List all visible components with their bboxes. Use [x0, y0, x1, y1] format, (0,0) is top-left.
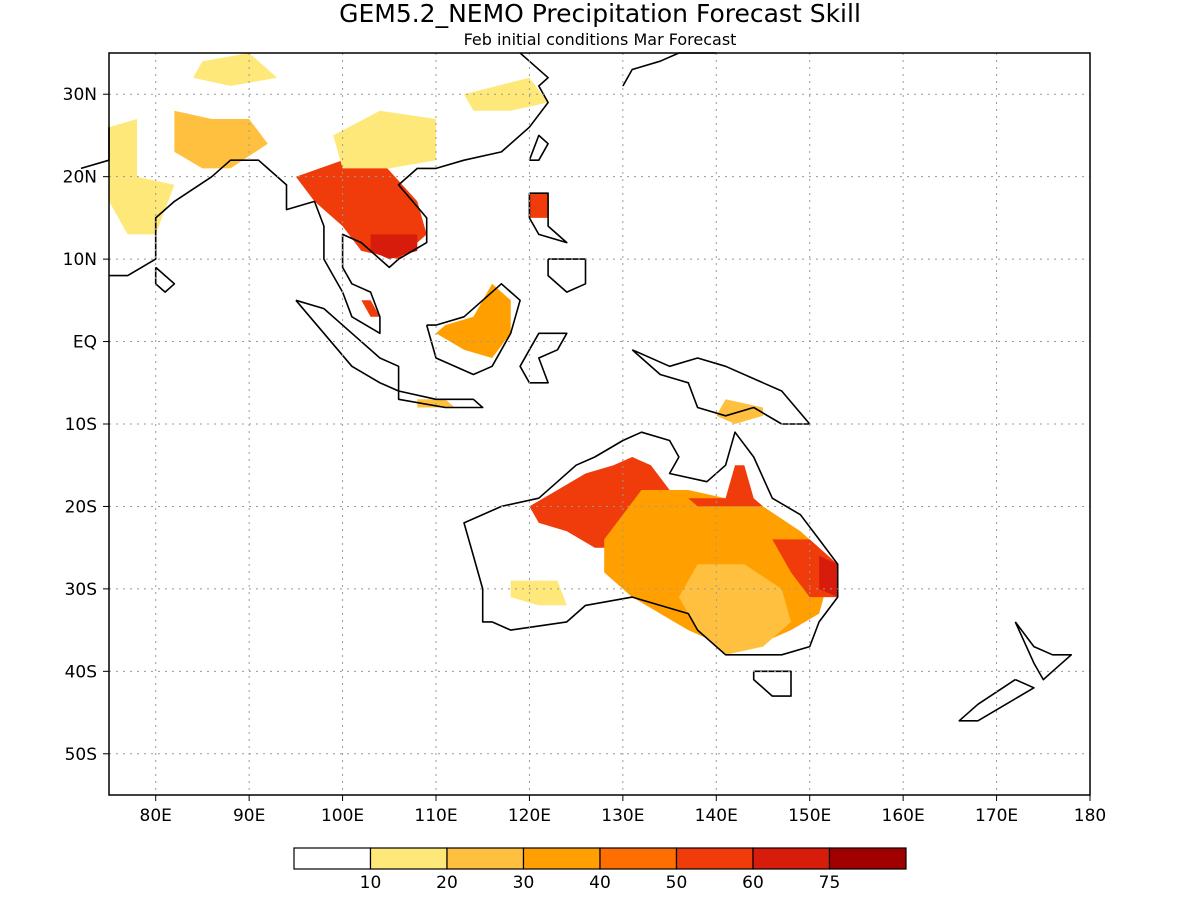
skill-region-15	[193, 53, 278, 86]
lon-tick-labels: 80E 90E 100E 110E 120E 130E 140E 150E 160E 170E 18…	[140, 795, 1106, 826]
skill-region-2	[678, 564, 791, 655]
skill-region-5	[819, 555, 838, 598]
colorbar-label: 30	[513, 873, 535, 893]
lon-tick-label: 80E	[140, 806, 172, 826]
map-subtitle: Feb initial conditions Mar Forecast	[464, 30, 737, 49]
lon-tick-label: 120E	[508, 806, 551, 826]
skill-region-13	[333, 110, 436, 169]
skill-region-14	[464, 77, 549, 111]
lon-tick-label: 140E	[695, 806, 738, 826]
graticule	[109, 53, 1090, 795]
coastline-5	[295, 299, 400, 392]
colorbar-swatch	[522, 847, 601, 870]
colorbar-label: 20	[436, 873, 458, 893]
coastline-13	[528, 134, 549, 161]
lat-tick-label: 40S	[65, 662, 97, 682]
skill-region-7	[295, 160, 427, 260]
lat-tick-label: 10S	[65, 415, 97, 435]
colorbar-swatch	[752, 847, 831, 870]
coastline-12	[958, 678, 1035, 722]
colorbar-label: 50	[666, 873, 688, 893]
skill-region-10	[361, 300, 380, 317]
colorbar-swatch	[828, 847, 907, 870]
lon-tick-label: 100E	[321, 806, 364, 826]
lat-tick-label: EQ	[73, 333, 97, 353]
lat-tick-label: 10N	[63, 250, 97, 270]
skill-region-11	[174, 110, 268, 169]
coastline-layer	[80, 52, 1073, 722]
skill-region-8	[370, 234, 418, 260]
lat-tick-labels: 30N 20N 10N EQ 10S 20S 30S 40S 50S	[63, 85, 109, 765]
lon-tick-label: 160E	[882, 806, 925, 826]
coastline-10	[547, 258, 587, 293]
colorbar-label: 10	[360, 873, 382, 893]
skill-region-16	[529, 193, 549, 218]
colorbar-swatch	[675, 847, 754, 870]
skill-region-9	[436, 283, 511, 358]
lat-tick-label: 30S	[65, 580, 97, 600]
coastline-0	[109, 52, 549, 335]
coastline-2	[463, 431, 839, 656]
skill-region-3	[688, 465, 763, 507]
lon-tick-label: 110E	[414, 806, 457, 826]
coastline-15	[154, 266, 176, 293]
coastline-3	[752, 670, 792, 697]
skill-region-12	[109, 119, 175, 235]
coastline-11	[1014, 621, 1073, 681]
colorbar-swatch	[369, 847, 448, 870]
colorbar-swatch	[599, 847, 678, 870]
lon-tick-label: 90E	[233, 806, 265, 826]
colorbar-swatch	[293, 847, 372, 870]
coastline-9	[528, 192, 568, 244]
lat-tick-label: 50S	[65, 745, 97, 765]
skill-fill-layer	[109, 53, 838, 655]
lon-tick-label: 180	[1074, 806, 1106, 826]
skill-region-6	[510, 580, 567, 606]
colorbar-swatch	[446, 847, 525, 870]
lat-tick-label: 20S	[65, 497, 97, 517]
colorbar-label: 60	[742, 873, 764, 893]
lon-tick-label: 150E	[788, 806, 831, 826]
lon-tick-label: 170E	[975, 806, 1018, 826]
coastline-6	[397, 390, 484, 409]
coastline-4	[425, 282, 521, 376]
lat-tick-label: 30N	[63, 85, 97, 105]
colorbar: 10 20 30 40 50 60 75	[293, 847, 907, 893]
lon-tick-label: 130E	[601, 806, 644, 826]
coastline-14	[622, 52, 717, 87]
coastline-1	[80, 127, 110, 170]
map-title: GEM5.2_NEMO Precipitation Forecast Skill	[339, 0, 861, 28]
colorbar-label: 75	[819, 873, 841, 893]
lat-tick-label: 20N	[63, 168, 97, 188]
coastline-7	[519, 332, 568, 384]
colorbar-label: 40	[589, 873, 611, 893]
